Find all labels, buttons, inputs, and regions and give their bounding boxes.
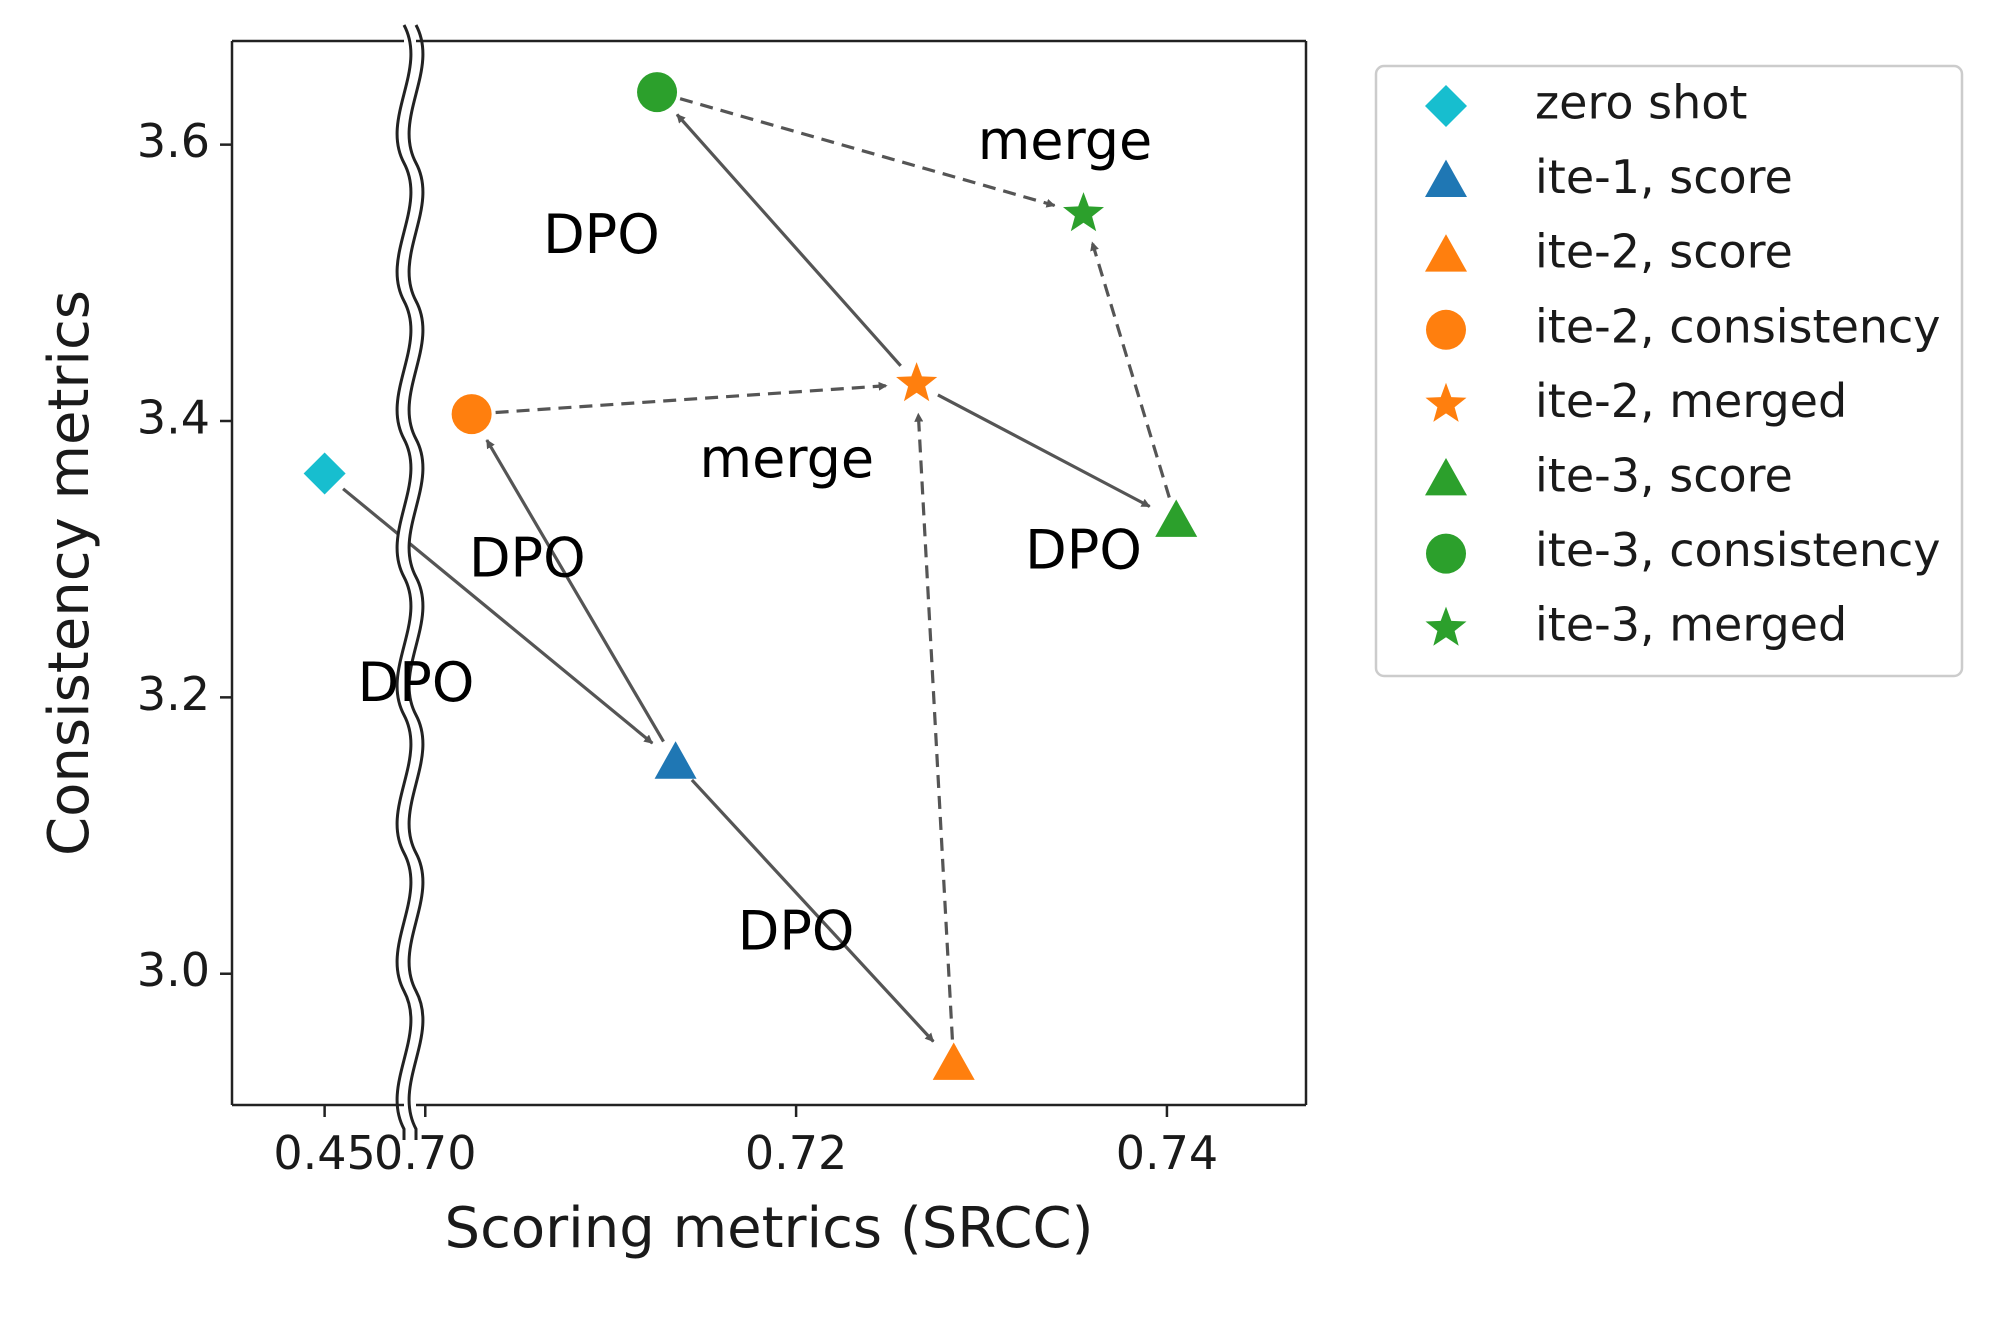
arrow-ite2-merged-to-ite3-score (937, 393, 1151, 508)
annotation-dpo-3: DPO (1025, 518, 1142, 581)
annotation-merge-2: merge (700, 427, 875, 490)
legend-marker-ite-3-consistency (1426, 533, 1466, 574)
y-tick-label-3.6: 3.6 (137, 114, 210, 168)
legend-label-ite-2-merged: ite-2, merged (1535, 374, 1847, 428)
x-tick-label-0.70: 0.70 (374, 1126, 476, 1180)
point-ite3-merged (1063, 192, 1104, 232)
point-zero-shot (303, 452, 346, 495)
point-ite2-consistency (451, 394, 492, 435)
x-tick-label-0.72: 0.72 (745, 1126, 847, 1180)
point-ite2-merged (896, 362, 938, 402)
legend-marker-zero-shot (1425, 85, 1467, 127)
axis-break-left-wave (395, 24, 413, 1140)
legend-marker-ite-2-score (1425, 234, 1467, 272)
annotation-dpo-4: DPO (469, 527, 586, 590)
legend-marker-ite-2-merged (1425, 382, 1467, 422)
point-ite1-score (654, 741, 697, 779)
point-ite3-score (1155, 499, 1198, 537)
annotation-dpo-5: DPO (358, 651, 475, 714)
legend-frame (1374, 64, 1964, 678)
arrow-ite2-score-to-ite2-merged (914, 412, 954, 1040)
arrows-layer (342, 97, 1171, 1043)
legend-label-ite-3-score: ite-3, score (1535, 449, 1793, 503)
y-tick-label-3.4: 3.4 (137, 391, 210, 445)
axis-break-band (397, 25, 423, 1140)
arrow-ite3-score-to-ite3-merged (1090, 241, 1171, 498)
point-ite2-score (932, 1042, 975, 1080)
annotation-dpo-1: DPO (543, 203, 660, 266)
x-tick-label-0.74: 0.74 (1116, 1126, 1218, 1180)
arrow-ite1-score-to-ite2-score (690, 778, 935, 1043)
x-tick-label-0.45: 0.45 (273, 1126, 375, 1180)
legend-marker-ite-3-merged (1425, 606, 1467, 646)
ticks-layer: 0.450.70 0.72 0.74 3.0 3.2 3.4 3.6 (137, 114, 1218, 1180)
legend-label-ite-2-consistency: ite-2, consistency (1535, 299, 1941, 353)
y-axis-title: Consistency metrics (37, 290, 102, 856)
y-tick-label-3.2: 3.2 (137, 667, 210, 721)
arrow-ite3-consistency-to-ite3-merged (679, 97, 1056, 208)
point-ite3-consistency (637, 72, 678, 113)
legend-label-ite-2-score: ite-2, score (1535, 225, 1793, 279)
legend-label-ite-3-merged: ite-3, merged (1535, 598, 1847, 652)
arrow-ite2-consistency-to-ite2-merged (495, 381, 888, 415)
legend-items: zero shot ite-1, score ite-2, score ite-2, … (1425, 76, 1941, 652)
y-tick-label-3.0: 3.0 (137, 943, 210, 997)
legend-marker-ite-3-score (1425, 458, 1467, 496)
legend-marker-ite-2-consistency (1426, 309, 1466, 350)
annotations-layer: merge DPO merge DPO DPO DPO DPO (358, 109, 1153, 962)
legend: zero shot ite-1, score ite-2, score ite-2, … (1374, 64, 1964, 678)
legend-label-ite-3-consistency: ite-3, consistency (1535, 523, 1941, 577)
arrow-ite1-score-to-ite2-consistency (485, 439, 665, 743)
legend-label-ite-1-score: ite-1, score (1535, 150, 1793, 204)
annotation-dpo-6: DPO (738, 900, 855, 963)
arrow-zero-shot-to-ite1-score (342, 487, 654, 745)
axis-break (395, 24, 425, 1140)
legend-label-zero-shot: zero shot (1535, 76, 1747, 130)
arrow-ite2-merged-to-ite3-consistency (675, 113, 902, 367)
legend-marker-ite-1-score (1425, 159, 1467, 197)
x-axis-title: Scoring metrics (SRCC) (445, 1196, 1094, 1261)
annotation-merge-0: merge (978, 109, 1153, 172)
markers-layer (303, 72, 1198, 1080)
axis-break-right-wave (407, 24, 425, 1140)
